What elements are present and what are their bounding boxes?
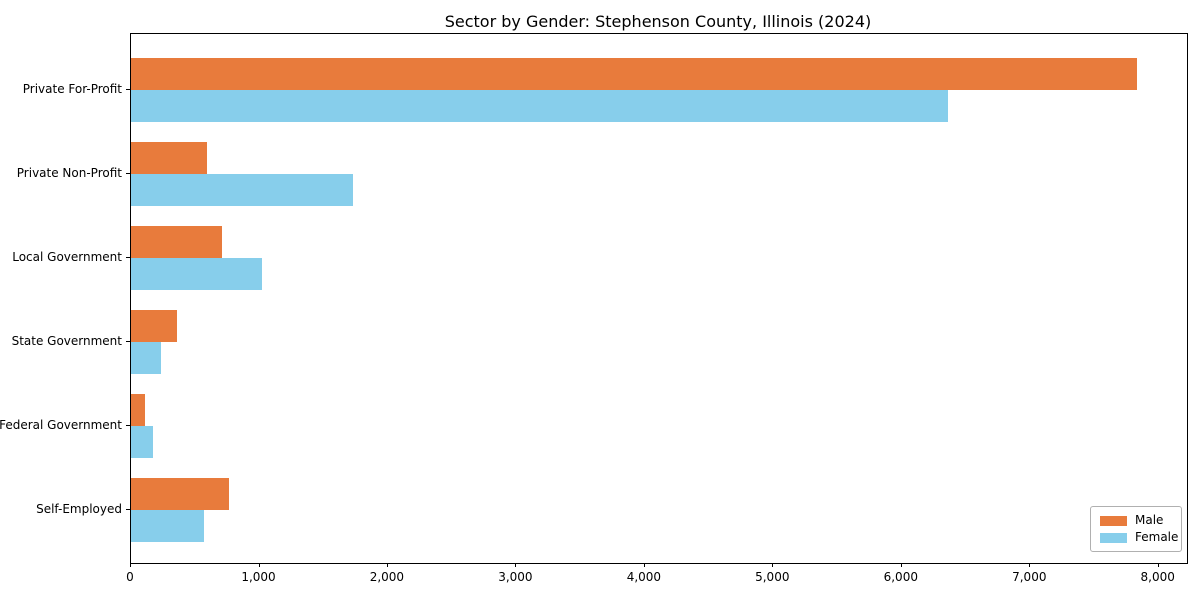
bar-female-local-government — [131, 258, 262, 290]
legend-label-male: Male — [1135, 513, 1164, 527]
xtick-mark — [1157, 563, 1159, 567]
chart-title: Sector by Gender: Stephenson County, Ill… — [444, 12, 872, 31]
xtick-mark — [772, 563, 774, 567]
legend-swatch-female — [1100, 532, 1127, 543]
xtick-mark — [258, 563, 260, 567]
xtick-label-4000: 4,000 — [626, 570, 662, 584]
bar-male-local-government — [131, 226, 222, 258]
ytick-label-private-non-profit: Private Non-Profit — [16, 166, 122, 180]
bar-female-state-government — [131, 342, 161, 374]
ytick-label-private-for-profit: Private For-Profit — [22, 82, 122, 96]
xtick-mark — [900, 563, 902, 567]
ytick-label-federal-government: Federal Government — [0, 418, 122, 432]
xtick-label-6000: 6,000 — [883, 570, 918, 584]
bar-female-self-employed — [131, 510, 205, 542]
bar-male-state-government — [131, 310, 178, 342]
plot-area — [130, 33, 1188, 564]
ytick-mark — [126, 425, 130, 426]
xtick-mark — [643, 563, 645, 567]
xtick-label-7000: 7,000 — [1012, 570, 1047, 584]
bar-female-private-for-profit — [131, 90, 949, 122]
ytick-mark — [126, 341, 130, 342]
legend-item-male: Male — [1100, 513, 1173, 528]
ytick-label-local-government: Local Government — [12, 250, 122, 264]
ytick-label-self-employed: Self-Employed — [36, 502, 122, 516]
bar-male-self-employed — [131, 478, 230, 510]
bar-male-federal-government — [131, 394, 146, 426]
xtick-label-5000: 5,000 — [755, 570, 790, 584]
xtick-label-8000: 8,000 — [1140, 570, 1175, 584]
ytick-mark — [126, 509, 130, 510]
xtick-label-0: 0 — [126, 570, 134, 584]
xtick-label-2000: 2,000 — [369, 570, 405, 584]
ytick-mark — [126, 173, 130, 174]
ytick-mark — [126, 89, 130, 90]
xtick-mark — [386, 563, 388, 567]
legend: Male Female — [1090, 506, 1182, 552]
xtick-mark — [130, 563, 131, 567]
ytick-mark — [126, 257, 130, 258]
xtick-label-3000: 3,000 — [498, 570, 533, 584]
legend-label-female: Female — [1135, 530, 1179, 544]
bar-female-federal-government — [131, 426, 153, 458]
bar-male-private-non-profit — [131, 142, 208, 174]
xtick-label-1000: 1,000 — [241, 570, 276, 584]
xtick-mark — [1029, 563, 1031, 567]
legend-item-female: Female — [1100, 530, 1178, 545]
legend-swatch-male — [1100, 515, 1127, 526]
bar-male-private-for-profit — [131, 58, 1137, 90]
ytick-label-state-government: State Government — [11, 334, 122, 348]
xtick-mark — [515, 563, 517, 567]
bar-female-private-non-profit — [131, 174, 354, 206]
